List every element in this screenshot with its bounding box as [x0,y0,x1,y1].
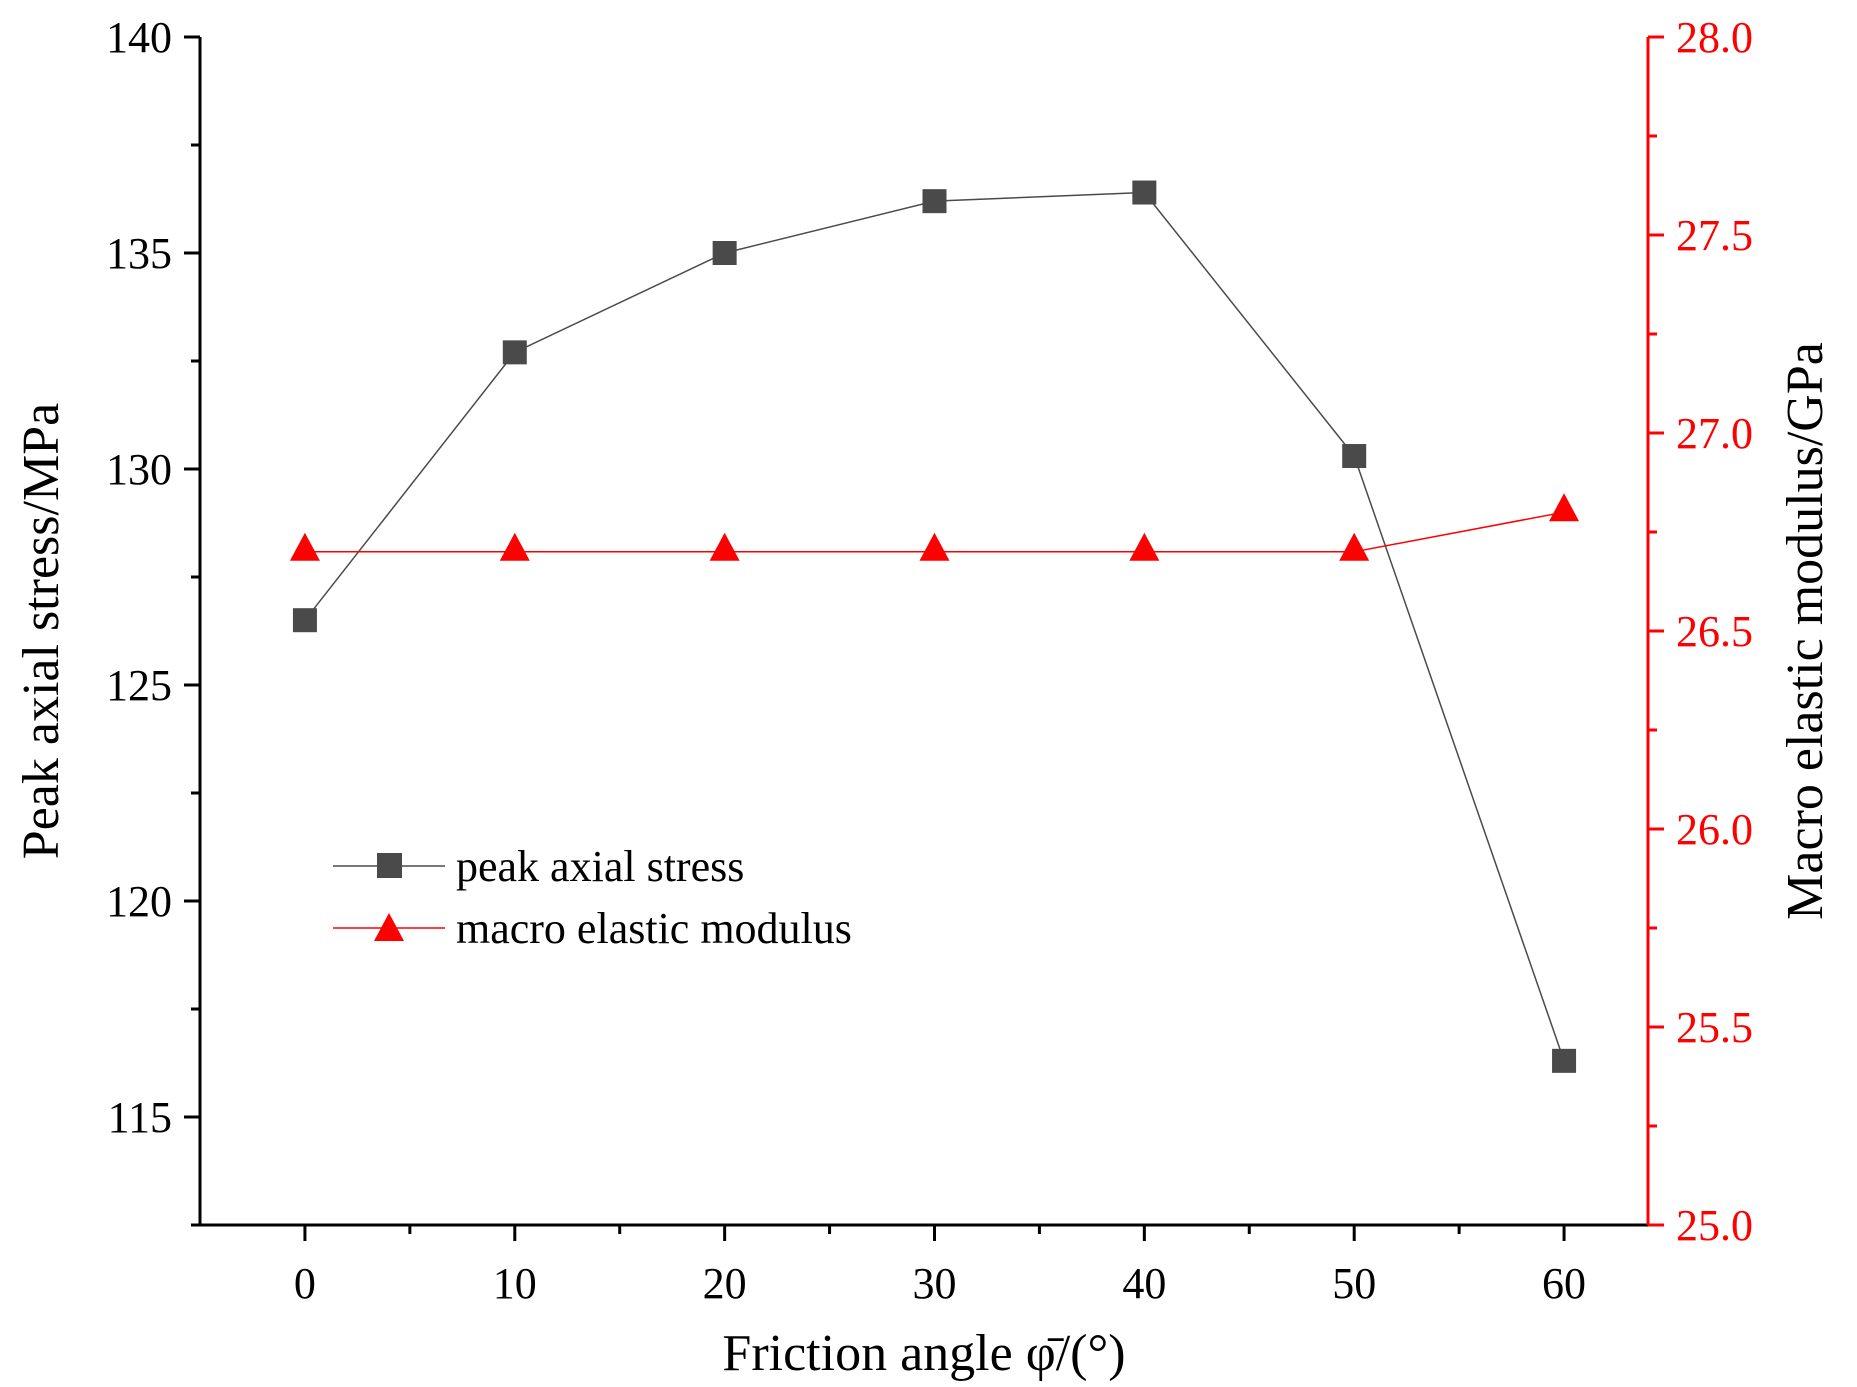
y-tick-label: 120 [106,877,172,926]
y-tick-label: 135 [106,229,172,278]
y2-tick-label: 25.5 [1676,1003,1753,1052]
y2-axis-title: Macro elastic modulus/GPa [1777,342,1834,920]
x-tick-label: 10 [493,1259,537,1308]
macro-elastic-modulus-point [289,532,320,561]
y2-tick-label: 26.0 [1676,805,1753,854]
legend-label-peak-axial-stress: peak axial stress [456,842,744,891]
y-tick-label: 140 [106,13,172,62]
y-tick-label: 130 [106,445,172,494]
legend-label-macro-elastic-modulus: macro elastic modulus [456,904,852,953]
y-axis-title: Peak axial stress/MPa [13,403,70,859]
plot-series [289,180,1580,1073]
x-tick-label: 60 [1542,1259,1586,1308]
peak-axial-stress-point [1342,444,1367,469]
y-tick-label: 125 [106,661,172,710]
y2-tick-label: 28.0 [1676,13,1753,62]
x-tick-label: 0 [294,1259,316,1308]
x-tick-label: 30 [912,1259,956,1308]
y-axis-ticks: 115 120 125 130 135 140 [106,13,200,1227]
macro-elastic-modulus-point [709,532,740,561]
legend-square-marker [377,853,402,878]
peak-axial-stress-point [292,608,317,633]
peak-axial-stress-point [712,241,737,265]
peak-axial-stress-point [1132,180,1157,205]
macro-elastic-modulus-point [919,532,950,561]
x-axis-title: Friction angle φ̄/(°) [722,1325,1125,1382]
x-tick-label: 40 [1122,1259,1166,1308]
y2-tick-label: 25.0 [1676,1201,1753,1250]
y2-axis-ticks: 25.0 25.5 26.0 26.5 27.0 27.5 28.0 [1648,13,1753,1250]
y-tick-label: 115 [108,1093,172,1142]
macro-elastic-modulus-point [1129,532,1160,561]
peak-axial-stress-point [922,189,947,214]
macro-elastic-modulus-point [1549,493,1580,522]
peak-axial-stress-point [502,340,527,365]
peak-axial-stress-point [1552,1048,1577,1073]
x-tick-label: 20 [703,1259,747,1308]
legend-triangle-marker [374,913,404,941]
y2-tick-label: 27.0 [1676,409,1753,458]
y2-tick-label: 27.5 [1676,211,1753,260]
macro-elastic-modulus-point [499,532,530,561]
legend: peak axial stress macro elastic modulus [333,842,852,953]
y2-tick-label: 26.5 [1676,607,1753,656]
x-tick-label: 50 [1332,1259,1376,1308]
x-axis-ticks: 0 10 20 30 40 50 60 [294,1225,1586,1308]
macro-elastic-modulus-point [1339,532,1370,561]
